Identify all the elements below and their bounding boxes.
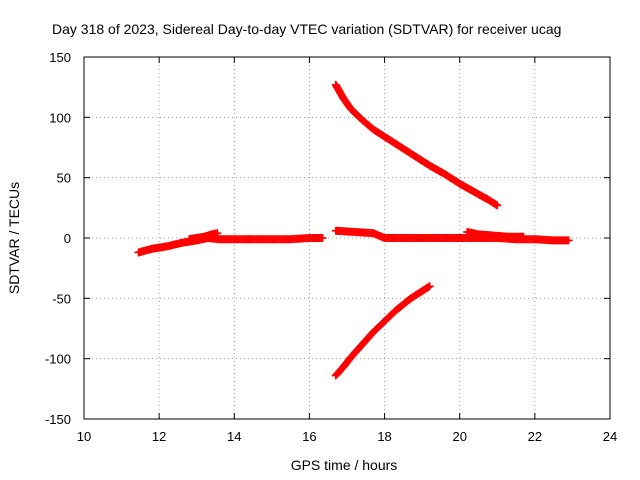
data-point xyxy=(519,232,528,241)
data-series-6 xyxy=(331,282,434,380)
data-point xyxy=(425,282,434,291)
data-point xyxy=(564,236,573,245)
y-tick-label: -50 xyxy=(52,291,71,306)
x-tick-label: 24 xyxy=(603,429,617,444)
data-series-5 xyxy=(331,80,502,210)
x-ticks: 10 12 14 16 18 20 22 24 xyxy=(77,57,617,444)
x-tick-label: 12 xyxy=(152,429,166,444)
x-tick-label: 16 xyxy=(302,429,316,444)
y-axis-label: SDTVAR / TECUs xyxy=(6,182,22,294)
data-series-2 xyxy=(185,229,222,244)
data-point xyxy=(213,229,222,238)
y-tick-label: 100 xyxy=(49,110,71,125)
y-tick-label: -100 xyxy=(45,352,71,367)
x-tick-label: 22 xyxy=(528,429,542,444)
y-tick-label: 50 xyxy=(57,171,71,186)
x-tick-label: 14 xyxy=(227,429,241,444)
chart-title: Day 318 of 2023, Sidereal Day-to-day VTE… xyxy=(52,21,561,37)
data-point xyxy=(493,201,502,210)
x-tick-label: 20 xyxy=(452,429,466,444)
data-series-1 xyxy=(134,234,327,257)
data-series-4 xyxy=(463,227,528,241)
y-ticks: -150 -100 -50 0 50 100 150 xyxy=(45,50,610,427)
x-tick-label: 18 xyxy=(377,429,391,444)
x-axis-label: GPS time / hours xyxy=(291,457,398,473)
y-tick-label: -150 xyxy=(45,412,71,427)
y-tick-label: 150 xyxy=(49,50,71,65)
data-point xyxy=(492,200,501,209)
y-tick-label: 0 xyxy=(64,231,71,246)
data-points xyxy=(134,80,573,380)
data-point xyxy=(424,283,433,292)
x-tick-label: 10 xyxy=(77,429,91,444)
data-point xyxy=(318,234,327,242)
